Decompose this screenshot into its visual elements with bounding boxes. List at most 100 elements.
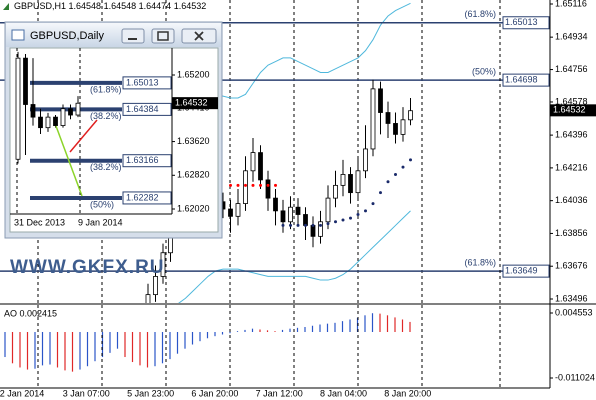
- inset-y-tick-label: 1.65200: [177, 69, 210, 79]
- inset-level-value: 1.64384: [126, 104, 159, 114]
- inset-window: GBPUSD,Daily (61.8%) 1.65013 (38.2%) 1.6438…: [4, 21, 223, 239]
- inset-current-price-label: 1.64532: [175, 98, 208, 108]
- current-price-box: [550, 104, 596, 117]
- sar-dot: [296, 223, 300, 227]
- candle-body: [23, 57, 28, 105]
- candle-body: [333, 184, 338, 199]
- level-value: 1.64698: [505, 74, 538, 84]
- inset-level-value: 1.65013: [126, 77, 159, 87]
- candle-body: [250, 152, 256, 172]
- level-box: [502, 16, 550, 30]
- sar-dot: [401, 165, 405, 169]
- window-title: GBPUSD,Daily: [30, 30, 104, 42]
- candle-body: [273, 197, 278, 212]
- fib-level-text: (61.8%): [464, 258, 496, 268]
- sar-dot: [371, 202, 375, 206]
- y-tick-label: 1.63856: [555, 228, 588, 238]
- sar-dot: [394, 172, 397, 176]
- x-tick-label: 7 Jan 12:00: [256, 388, 303, 398]
- candle-body: [265, 179, 271, 199]
- sar-dot: [289, 223, 292, 227]
- sar-dot: [341, 218, 345, 222]
- candle-body: [160, 252, 166, 277]
- ohlc-open: 1.64548: [69, 1, 102, 11]
- candle-body: [228, 208, 233, 217]
- sar-dot: [229, 183, 232, 187]
- symbol: GBPUSD,H1: [14, 1, 66, 11]
- candle-body: [60, 108, 66, 126]
- maximize-button[interactable]: [151, 28, 175, 44]
- inset-fib-text: (61.8%): [90, 84, 122, 94]
- inset-level-box: [122, 191, 172, 205]
- y-tick-label: 1.64578: [555, 96, 588, 106]
- candle-body: [400, 119, 406, 135]
- inset-series: (61.8%) 1.65013 (38.2%) 1.64384 (38.2%) 1.631…: [14, 51, 218, 227]
- x-tick-label: 6 Jan 20:00: [191, 388, 238, 398]
- y-tick-label: 1.63496: [555, 293, 588, 303]
- inset-plot-area: [9, 47, 219, 233]
- y-tick-label: 1.64396: [555, 129, 588, 139]
- candle-body: [310, 225, 316, 237]
- candle-body: [378, 88, 383, 113]
- close-glyph: [194, 31, 204, 41]
- x-tick-label: 2 Jan 2014: [0, 388, 44, 398]
- window-icon: [11, 29, 25, 41]
- candle-body: [68, 108, 73, 116]
- ohlc-low: 1.64474: [139, 1, 172, 11]
- header-text: GBPUSD,H1 1.64548 1.64548 1.64474 1.6453…: [14, 1, 206, 11]
- candle-body: [363, 148, 368, 172]
- candle-body: [370, 88, 376, 150]
- sar-dot: [356, 213, 360, 217]
- inset-x-label: 31 Dec 2013: [14, 217, 65, 227]
- candle-body: [53, 116, 58, 126]
- current-price-label: 1.64532: [553, 105, 586, 115]
- sar-dot: [274, 183, 277, 187]
- level-value: 1.65013: [505, 17, 538, 27]
- candle-body: [355, 170, 361, 194]
- ao-tick-label: 0.004553: [555, 307, 593, 317]
- y-tick-label: 1.65116: [555, 0, 587, 8]
- x-tick-label: 3 Jan 07:00: [63, 388, 110, 398]
- minimize-button[interactable]: [121, 28, 145, 44]
- sar-dot: [266, 183, 270, 187]
- maximize-glyph: [157, 31, 169, 41]
- candle-body: [385, 112, 391, 124]
- watermark: WWW.GKFX.RU: [10, 257, 165, 278]
- sar-dot: [349, 216, 352, 220]
- y-tick-label: 1.64756: [555, 64, 588, 74]
- sar-dot: [326, 222, 330, 226]
- x-tick-label: 8 Jan 04:00: [320, 388, 367, 398]
- sar-dot: [334, 220, 337, 224]
- candle-body: [235, 203, 241, 217]
- header: GBPUSD,H1 1.64548 1.64548 1.64474 1.6453…: [3, 1, 206, 11]
- inset-y-tick-label: 1.63620: [177, 136, 210, 146]
- inset-fib-text: (38.2%): [90, 162, 122, 172]
- candle-body: [348, 174, 353, 194]
- candle-body: [15, 57, 21, 160]
- sar-dot: [379, 191, 382, 195]
- candle-body: [153, 276, 158, 296]
- candle-body: [295, 206, 301, 215]
- trend-line: [69, 119, 98, 153]
- sar-dot: [364, 209, 367, 213]
- level-box: [502, 73, 550, 87]
- candle-body: [45, 116, 51, 129]
- level-value: 1.63649: [505, 266, 538, 276]
- y-tick-label: 1.63676: [555, 261, 588, 271]
- candle-body: [280, 210, 286, 223]
- ao-plot: [4, 313, 411, 372]
- ohlc-high: 1.64548: [104, 1, 137, 11]
- sar-dot: [281, 223, 285, 227]
- candle-body: [243, 170, 248, 204]
- candle-body: [393, 123, 398, 135]
- candle-body: [30, 104, 36, 118]
- ohlc-close: 1.64532: [174, 1, 207, 11]
- ao-label: AO 0.002415: [4, 308, 57, 318]
- inset-level-box: [122, 154, 172, 168]
- inset-level-value: 1.63166: [126, 155, 159, 165]
- sar-dot: [259, 183, 262, 187]
- fib-level-text: (50%): [472, 66, 496, 76]
- candle-body: [38, 116, 43, 129]
